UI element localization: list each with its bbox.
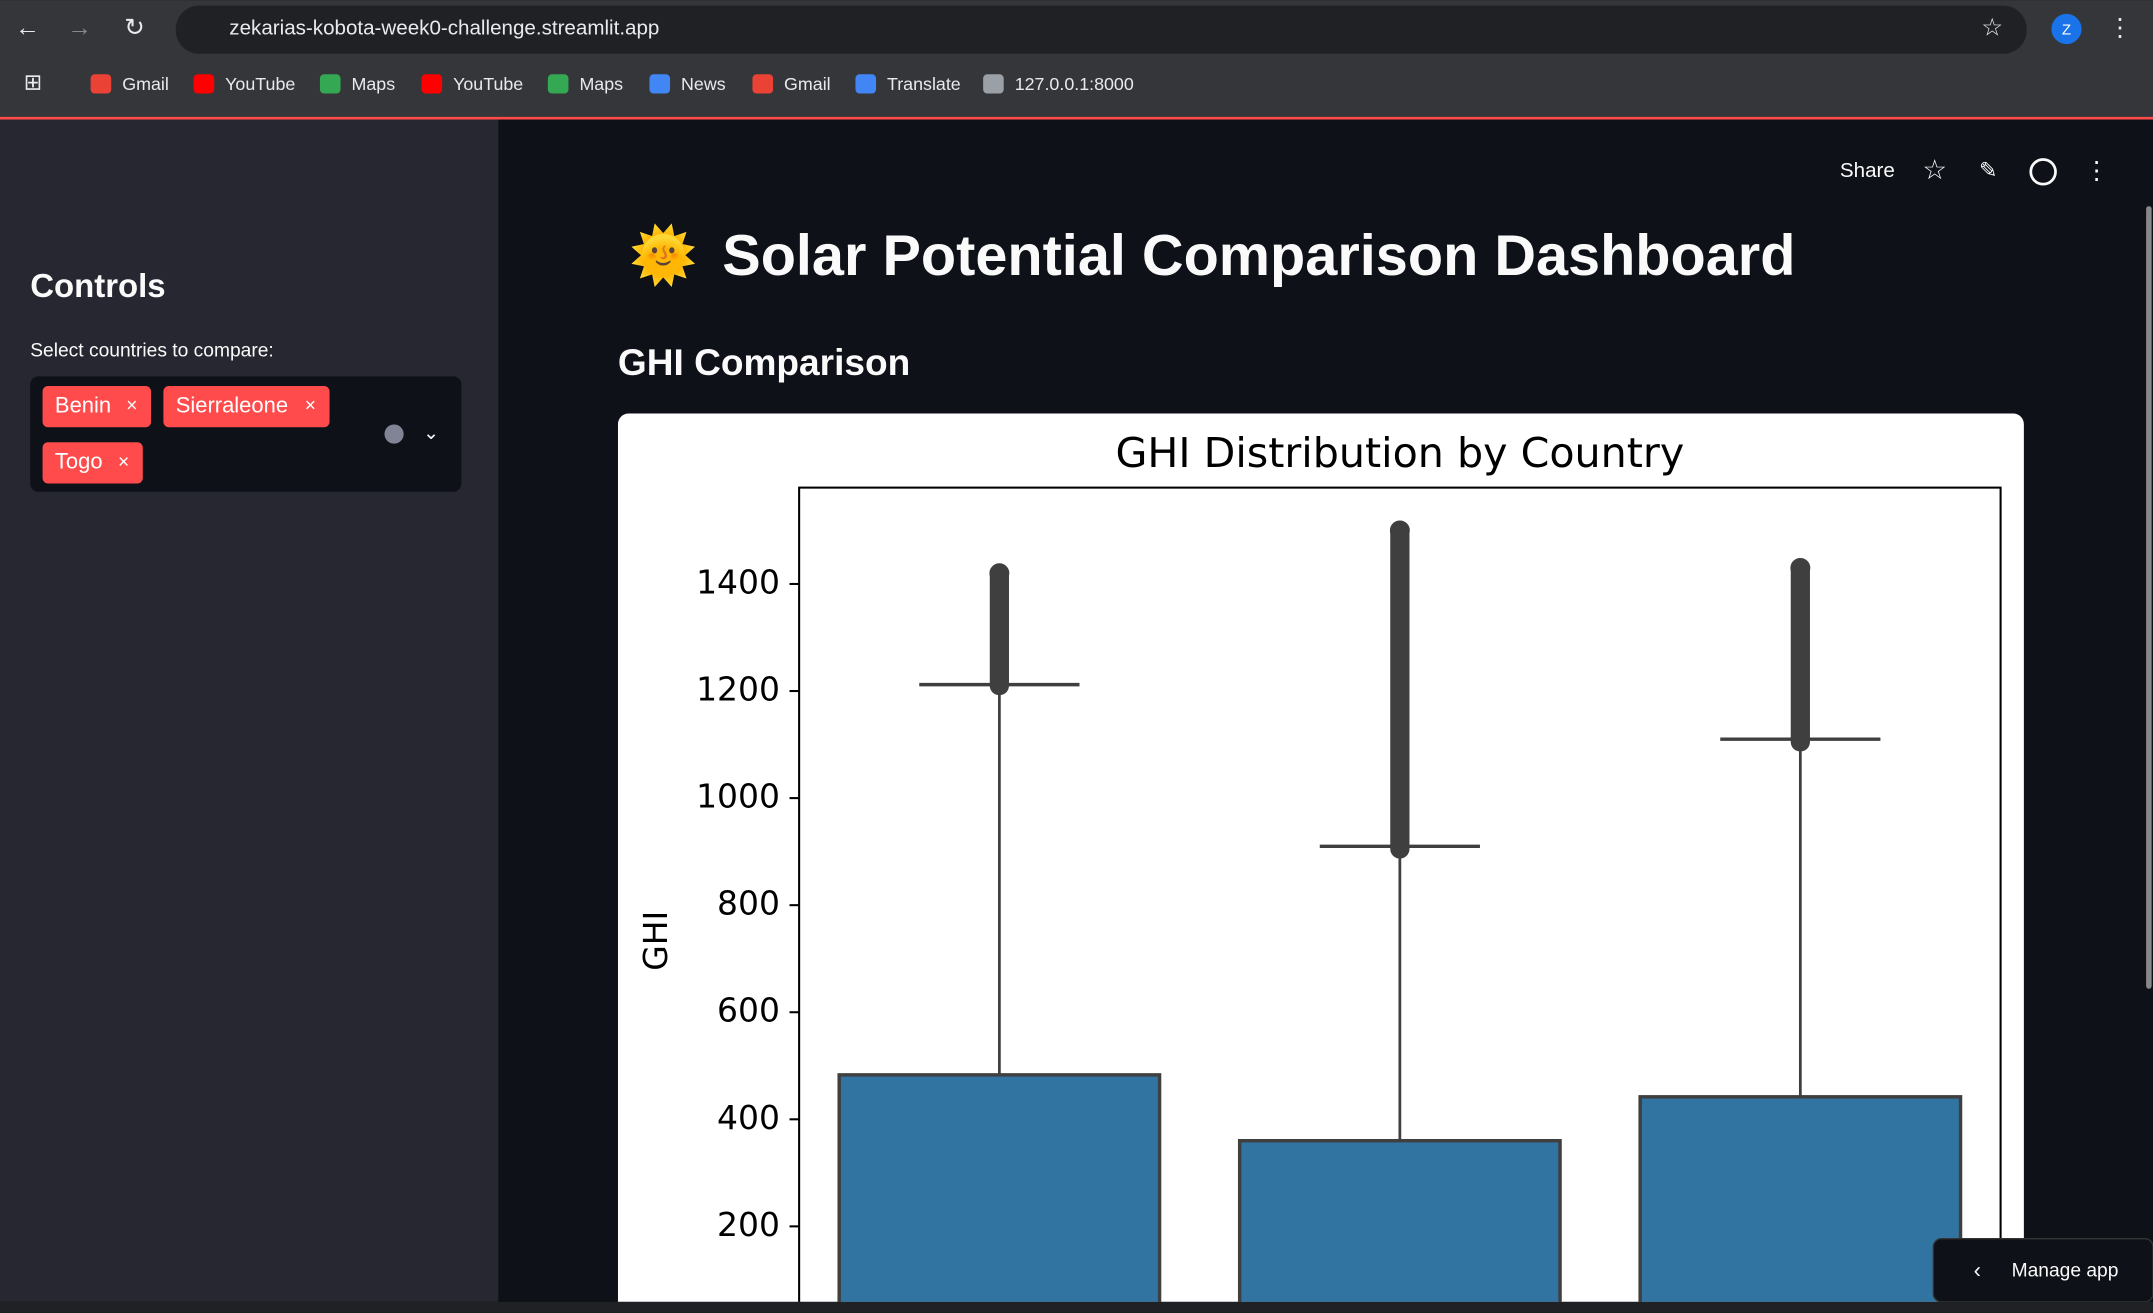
address-bar[interactable] [175, 5, 2027, 54]
y-tick-label: 800 [717, 884, 780, 923]
bookmark-icon[interactable] [319, 74, 341, 94]
forward-button[interactable]: → [67, 15, 92, 42]
manage-app-button[interactable] [1932, 1238, 2153, 1303]
bookmark-star[interactable]: ☆ [1981, 15, 2003, 42]
plot-frame [798, 486, 2002, 1302]
y-tick-label: 600 [717, 991, 780, 1030]
subheader: GHI Comparison [618, 341, 910, 383]
tag-label: Benin [55, 392, 111, 417]
title-icon: 🌞 [629, 222, 697, 288]
chart-title: GHI Distribution by Country [1115, 429, 1684, 477]
y-axis-label: GHI [636, 911, 675, 971]
streamlit-top-line [0, 116, 2153, 120]
tag-remove[interactable]: × [126, 396, 137, 417]
bookmark[interactable]: YouTube [453, 74, 523, 94]
clear-button[interactable] [384, 424, 404, 444]
bookmark[interactable]: Maps [579, 74, 623, 94]
bookmark-icon[interactable] [547, 74, 569, 94]
y-tick-label: 200 [717, 1205, 780, 1244]
bookmark[interactable]: Translate [887, 74, 961, 94]
bookmark-icon[interactable] [855, 74, 877, 94]
tag[interactable] [42, 442, 143, 484]
tag-remove[interactable]: × [305, 396, 316, 417]
outlier [1389, 520, 1410, 541]
chart: GHI Distribution by Country GHI 200 400 600 8… [636, 429, 2002, 1302]
dropdown-arrow[interactable]: ⌄ [423, 423, 439, 444]
manage-app-label[interactable]: Manage app [2012, 1261, 2119, 1282]
box [837, 1073, 1162, 1302]
bookmark[interactable]: Maps [352, 74, 396, 94]
bookmark[interactable]: Gmail [784, 74, 831, 94]
y-tick-label: 1200 [696, 670, 780, 709]
box [1638, 1095, 1963, 1302]
bookmark-icon[interactable] [983, 74, 1004, 94]
selected-tags: Benin × Sierraleone × Togo × [42, 386, 330, 484]
select-label: Select countries to compare: [30, 341, 274, 362]
tag[interactable] [42, 386, 152, 428]
chart-panel: GHI Distribution by Country GHI 200 400 600 8… [617, 413, 2024, 1302]
back-button[interactable]: ← [15, 15, 40, 42]
bookmark-icon[interactable] [649, 74, 671, 94]
bookmark-icon[interactable] [90, 74, 112, 94]
bookmarks-bar: ⊞ Gmail YouTube Maps YouTube Maps News Gmail Tra… [24, 70, 1134, 95]
box [1237, 1138, 1562, 1302]
share-button[interactable]: Share [1840, 159, 1895, 182]
y-tick-label: 400 [717, 1098, 780, 1137]
github-button[interactable] [2029, 158, 2057, 186]
bookmark[interactable]: YouTube [225, 74, 295, 94]
url[interactable]: zekarias-kobota-week0-challenge.streamli… [229, 16, 659, 39]
sidebar-title: Controls [30, 267, 165, 304]
app-menu[interactable]: ⋮ [2084, 157, 2109, 184]
scrollbar[interactable] [2146, 206, 2152, 989]
y-tick-label: 1400 [696, 562, 780, 601]
taskbar-edge [0, 1301, 2153, 1313]
manage-app-chevron[interactable]: ‹ [1974, 1257, 1981, 1282]
outlier [1790, 557, 1811, 578]
profile-avatar[interactable] [2051, 13, 2082, 45]
browser-menu[interactable]: ⋮ [2108, 15, 2133, 42]
tag-remove[interactable]: × [118, 452, 129, 473]
bookmark-icon[interactable] [752, 74, 774, 94]
outlier [989, 563, 1010, 584]
bookmark[interactable]: Gmail [122, 74, 169, 94]
bookmark[interactable]: 127.0.0.1:8000 [1015, 74, 1134, 94]
edit-button[interactable]: ✎ [1979, 158, 1997, 183]
reload-button[interactable]: ↻ [124, 15, 145, 42]
page-title: Solar Potential Comparison Dashboard [722, 224, 1795, 288]
star-button[interactable]: ☆ [1922, 154, 1947, 185]
bookmark-icon[interactable] [193, 74, 215, 94]
bookmark-icon[interactable] [421, 74, 443, 94]
apps-icon[interactable]: ⊞ [24, 70, 42, 95]
bookmark[interactable]: News [681, 74, 726, 94]
y-tick-label: 1000 [696, 777, 780, 816]
tag-label: Togo [55, 449, 103, 474]
tag[interactable] [163, 386, 330, 428]
sidebar [0, 119, 499, 1302]
tag-label: Sierraleone [176, 392, 288, 417]
profile-initial[interactable]: Z [2062, 21, 2071, 38]
